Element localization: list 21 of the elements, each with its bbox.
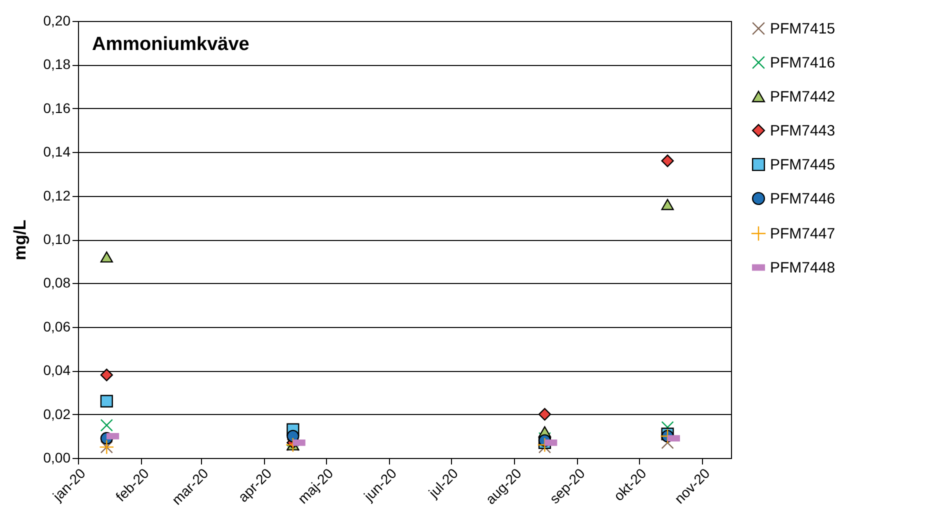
- y-tick-label: 0,20: [43, 12, 71, 28]
- y-tick-label: 0,02: [43, 406, 71, 422]
- y-tick-label: 0,14: [43, 144, 71, 160]
- legend-label: PFM7415: [770, 20, 836, 38]
- legend-label: PFM7443: [770, 122, 836, 140]
- y-tick-label: 0,04: [43, 362, 71, 378]
- y-tick-label: 0,06: [43, 318, 71, 334]
- legend-label: PFM7448: [770, 260, 836, 276]
- legend-label: PFM7447: [770, 226, 836, 242]
- y-tick-label: 0,12: [43, 187, 71, 204]
- y-tick-label: 0,10: [43, 231, 71, 247]
- legend-label: PFM7445: [770, 156, 836, 174]
- legend-label: PFM7442: [770, 88, 836, 106]
- y-tick-label: 0,08: [43, 274, 71, 291]
- text: Ammoniumkväve: [92, 34, 250, 55]
- y-tick-label: 0,16: [43, 100, 71, 116]
- legend-label: PFM7446: [770, 190, 836, 208]
- y-axis-title: mg/L: [10, 220, 30, 260]
- y-tick-label: 0,00: [43, 450, 71, 466]
- y-tick-label: 0,18: [43, 56, 71, 72]
- legend-label: PFM7416: [770, 54, 836, 72]
